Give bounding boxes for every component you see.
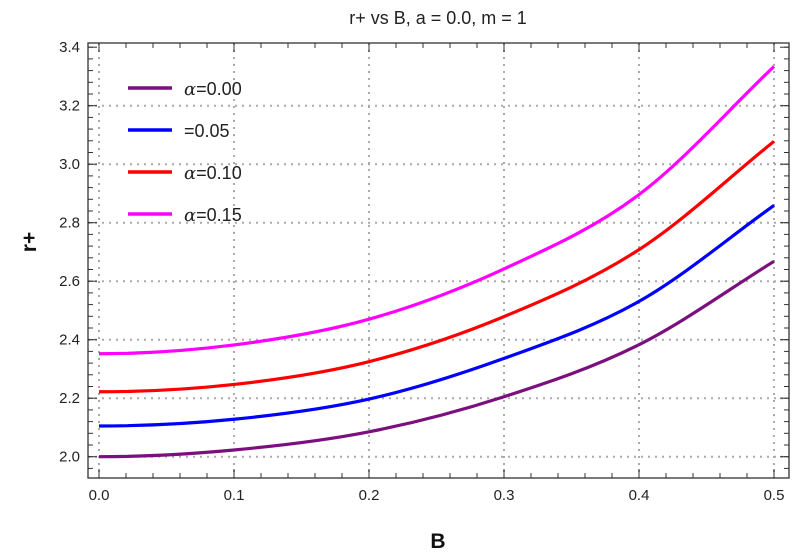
plot-frame xyxy=(87,42,790,479)
chart-title: r+ vs B, a = 0.0, m = 1 xyxy=(349,8,527,28)
series-line xyxy=(98,140,776,394)
legend-alpha-symbol: α xyxy=(184,79,196,100)
y-axis-label: r+ xyxy=(18,232,41,252)
legend-value: =0.15 xyxy=(196,205,242,225)
x-tick-label: 0.2 xyxy=(359,487,380,504)
y-tick-label: 2.6 xyxy=(59,273,80,290)
y-tick-label: 3.4 xyxy=(59,39,80,56)
series-line xyxy=(98,65,776,356)
legend-label: α=0.00 xyxy=(184,79,242,100)
x-tick-label: 0.3 xyxy=(494,487,515,504)
x-tick-label: 0.4 xyxy=(629,487,650,504)
legend-value: =0.10 xyxy=(196,163,242,183)
y-tick-label: 3.2 xyxy=(59,98,80,115)
x-axis-label: B xyxy=(430,530,445,553)
y-tick-label: 2.2 xyxy=(59,390,80,407)
ticks: 0.0 0.1 0.2 0.3 0.4 0.5 2.0 2.2 2.4 2.6 2.8 3.0 3.2 3… xyxy=(59,39,789,504)
y-tick-label: 2.4 xyxy=(59,332,80,349)
legend-value: =0.05 xyxy=(184,121,230,141)
series-line xyxy=(98,204,775,428)
series-line xyxy=(98,259,775,459)
x-tick-label: 0.5 xyxy=(764,487,785,504)
x-tick-label: 0.1 xyxy=(224,487,245,504)
x-tick-label: 0.0 xyxy=(89,487,110,504)
y-tick-label: 2.0 xyxy=(59,449,80,466)
legend-alpha-symbol: α xyxy=(184,205,196,226)
legend-label: =0.05 xyxy=(184,121,230,141)
legend-label: α=0.15 xyxy=(184,205,242,226)
legend-alpha-symbol: α xyxy=(184,163,196,184)
legend: α=0.00=0.05α=0.10α=0.15 xyxy=(128,79,242,226)
legend-value: =0.00 xyxy=(196,79,242,99)
series-group xyxy=(98,65,776,459)
y-tick-label: 3.0 xyxy=(59,156,80,173)
legend-label: α=0.10 xyxy=(184,163,242,184)
grid xyxy=(88,43,789,478)
y-tick-label: 2.8 xyxy=(59,215,80,232)
